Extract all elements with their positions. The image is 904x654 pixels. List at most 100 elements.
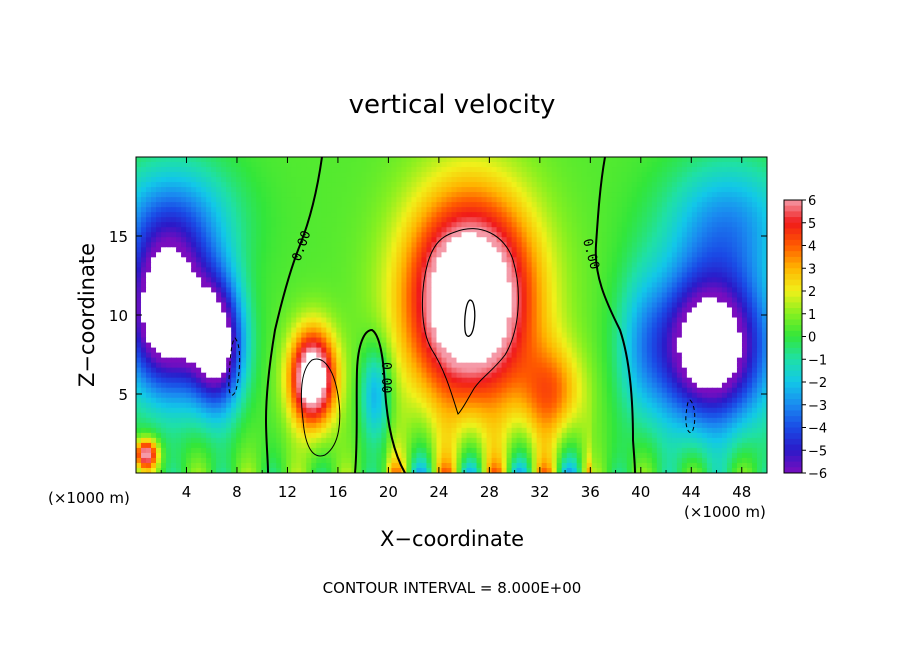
field-cell — [401, 312, 408, 319]
field-cell — [161, 307, 167, 314]
field-cell — [341, 207, 347, 213]
field-cell — [371, 167, 377, 173]
field-cell — [211, 307, 217, 314]
field-cell — [241, 192, 247, 198]
field-cell — [266, 182, 272, 188]
field-cell — [156, 352, 162, 359]
field-cell — [441, 242, 448, 248]
field-cell — [441, 182, 448, 188]
field-cell — [721, 207, 728, 213]
field-cell — [571, 162, 578, 168]
field-cell — [371, 352, 377, 359]
field-cell — [506, 297, 513, 304]
field-cell — [476, 232, 483, 238]
field-cell — [496, 277, 503, 283]
field-cell — [676, 287, 683, 294]
field-cell — [671, 217, 678, 223]
field-cell — [141, 292, 147, 299]
field-cell — [171, 312, 177, 319]
field-cell — [651, 292, 658, 299]
field-cell — [616, 342, 623, 349]
field-cell — [201, 322, 207, 329]
field-cell — [561, 252, 568, 258]
field-cell — [331, 317, 337, 324]
field-cell — [441, 332, 448, 339]
field-cell — [426, 332, 433, 339]
field-cell — [426, 277, 433, 283]
field-cell — [751, 197, 758, 203]
field-cell — [226, 337, 232, 344]
field-cell — [556, 242, 563, 248]
field-cell — [736, 257, 743, 263]
field-cell — [476, 252, 483, 258]
field-cell — [386, 337, 393, 344]
field-cell — [291, 217, 297, 223]
field-cell — [596, 332, 603, 339]
field-cell — [711, 172, 718, 178]
field-cell — [641, 192, 648, 198]
field-cell — [281, 197, 287, 203]
field-cell — [706, 232, 713, 238]
field-cell — [271, 267, 277, 273]
field-cell — [581, 297, 588, 304]
field-cell — [181, 347, 187, 354]
field-cell — [531, 212, 538, 218]
field-cell — [481, 297, 488, 304]
field-cell — [501, 212, 508, 218]
field-cell — [746, 252, 753, 258]
field-cell — [296, 202, 302, 208]
field-cell — [646, 192, 653, 198]
field-cell — [186, 327, 192, 334]
field-cell — [311, 307, 317, 314]
field-cell — [291, 202, 297, 208]
field-cell — [741, 267, 748, 273]
field-cell — [236, 337, 242, 344]
field-cell — [366, 257, 372, 263]
field-cell — [616, 252, 623, 258]
field-cell — [146, 327, 152, 334]
field-cell — [506, 192, 513, 198]
field-cell — [506, 347, 513, 354]
field-cell — [361, 267, 367, 273]
field-cell — [401, 282, 408, 289]
field-cell — [681, 232, 688, 238]
field-cell — [386, 182, 393, 188]
field-cell — [701, 237, 708, 243]
field-cell — [206, 292, 212, 299]
field-cell — [416, 167, 423, 173]
field-cell — [761, 192, 767, 198]
field-cell — [211, 187, 217, 193]
field-cell — [381, 162, 387, 168]
field-cell — [421, 197, 428, 203]
field-cell — [426, 217, 433, 223]
field-cell — [356, 157, 362, 163]
field-cell — [726, 182, 733, 188]
field-cell — [541, 352, 548, 359]
field-cell — [436, 262, 443, 268]
field-cell — [596, 217, 603, 223]
field-cell — [521, 342, 528, 349]
field-cell — [136, 207, 142, 213]
field-cell — [481, 262, 488, 268]
field-cell — [666, 207, 673, 213]
field-cell — [716, 247, 723, 253]
field-cell — [591, 167, 598, 173]
field-cell — [661, 212, 668, 218]
field-cell — [606, 207, 613, 213]
field-cell — [301, 277, 307, 283]
field-cell — [596, 327, 603, 334]
field-cell — [601, 297, 608, 304]
field-cell — [651, 252, 658, 258]
field-cell — [396, 302, 403, 309]
field-cell — [206, 342, 212, 349]
field-cell — [401, 252, 408, 258]
field-cell — [641, 162, 648, 168]
field-cell — [696, 257, 703, 263]
field-cell — [636, 327, 643, 334]
field-cell — [596, 312, 603, 319]
field-cell — [646, 342, 653, 349]
field-cell — [301, 352, 307, 359]
field-cell — [581, 187, 588, 193]
field-cell — [151, 282, 157, 289]
field-cell — [461, 302, 468, 309]
